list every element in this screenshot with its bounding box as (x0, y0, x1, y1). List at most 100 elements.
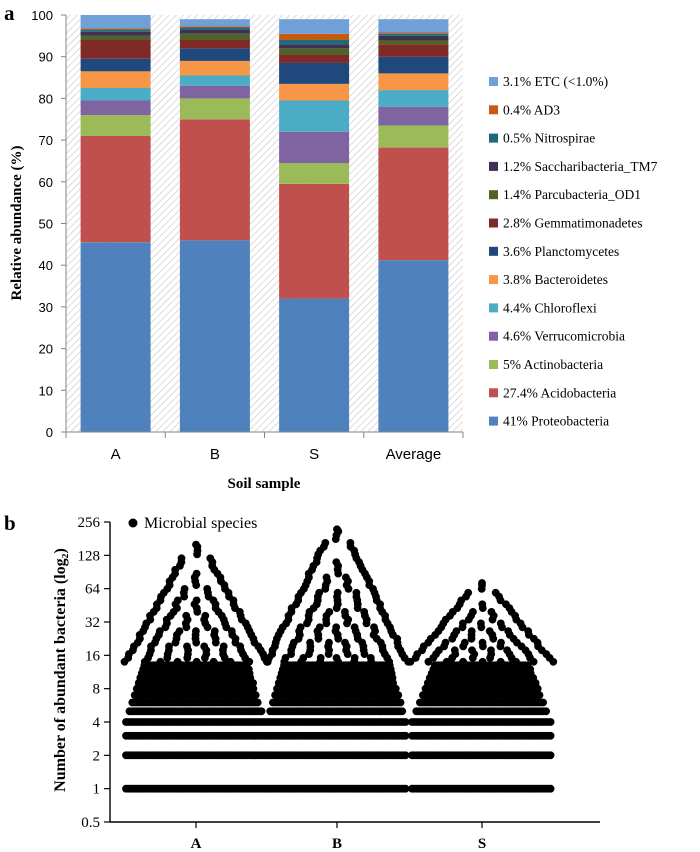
x-tick-label: A (111, 446, 121, 463)
y-tick-label: 40 (39, 258, 53, 273)
legend-label-8: 4.4% Chloroflexi (503, 300, 597, 315)
y-tick-label: 30 (39, 300, 53, 315)
data-point (165, 642, 173, 651)
data-point (156, 657, 165, 666)
bar-segment-5-1 (179, 60, 250, 76)
panel-b-legend: Microbial species (128, 515, 257, 532)
data-point (491, 588, 500, 597)
bar-segment-0-3 (378, 260, 449, 432)
data-point (478, 657, 487, 666)
data-point (253, 698, 262, 707)
bar-segment-11-1 (179, 26, 250, 28)
data-point (192, 627, 200, 635)
legend-swatch-11 (489, 388, 498, 398)
legend-label-1: 0.4% AD3 (503, 102, 560, 117)
data-point (542, 707, 550, 716)
data-point (155, 627, 164, 635)
data-point-max (478, 579, 486, 587)
data-point (206, 554, 215, 563)
data-point (341, 638, 349, 647)
bar-segment-11-3 (378, 32, 449, 34)
y-tick-label: 2 (93, 748, 101, 764)
data-point (497, 638, 505, 647)
y-tick-label: 70 (39, 133, 53, 148)
bar-segment-2-0 (80, 115, 151, 136)
panel-a-ylabel: Relative abundance (%) (9, 146, 25, 301)
legend-swatch-12 (489, 416, 498, 426)
bar-segment-4-0 (80, 88, 151, 101)
data-point (487, 608, 496, 616)
panel-a-legend: 3.1% ETC (<1.0%) 0.4% AD3 0.5% Nitrospirae… (489, 74, 658, 429)
data-point (203, 585, 212, 593)
bar-segment-0-2 (279, 298, 350, 433)
data-point (401, 784, 410, 793)
legend-label-12: 41% Proteobacteria (503, 414, 609, 429)
data-point (325, 638, 333, 647)
bar-segment-2-3 (378, 125, 449, 148)
y-tick-label: 128 (78, 548, 101, 564)
bar-segment-10-1 (179, 27, 250, 30)
bar-segment-8-2 (279, 48, 350, 55)
legend-label-7: 3.8% Bacteroidetes (503, 272, 608, 287)
data-point (370, 623, 378, 632)
data-point (281, 654, 290, 662)
data-point (478, 638, 487, 647)
legend-swatch-6 (489, 246, 498, 256)
bar-segment-4-3 (378, 90, 449, 107)
bar-segment-6-3 (378, 56, 449, 74)
legend-swatch-1 (489, 105, 498, 115)
bar-segment-7-2 (279, 54, 350, 63)
data-point (332, 558, 341, 566)
legend-label-5: 2.8% Gemmatimonadetes (503, 216, 642, 231)
bar-segment-7-0 (80, 40, 151, 59)
panel-a-letter: a (4, 1, 15, 25)
bar-segment-11-2 (279, 33, 350, 41)
bar-segment-1-3 (378, 147, 449, 261)
data-point (180, 585, 189, 593)
legend-label-6: 3.6% Planctomycetes (503, 244, 619, 259)
legend-label-3: 1.2% Saccharibacteria_TM7 (503, 159, 658, 174)
y-tick-label: 20 (39, 342, 53, 357)
bar-segment-9-3 (378, 35, 449, 41)
bar-segment-5-2 (279, 83, 350, 101)
legend-marker (128, 518, 138, 528)
panel-a-xlabel: Soil sample (228, 476, 301, 492)
data-point (257, 707, 266, 716)
data-point (316, 654, 325, 662)
data-point (333, 588, 342, 597)
y-tick-label: 0 (46, 425, 53, 440)
bar-segment-3-1 (179, 85, 250, 99)
y-tick-label: 32 (85, 615, 100, 631)
data-point (299, 654, 308, 662)
bar-segment-8-3 (378, 40, 449, 45)
data-point (401, 718, 410, 726)
y-tick-label: 80 (39, 91, 53, 106)
y-tick-label: 1 (93, 782, 101, 798)
data-point (452, 627, 461, 635)
legend-swatch-0 (489, 77, 498, 86)
data-point (342, 573, 350, 582)
y-tick-label: 60 (39, 175, 53, 190)
panel-b: b Number of abundant bacteria (log₂) 256… (4, 511, 600, 852)
data-point (469, 608, 477, 616)
data-point (450, 646, 459, 655)
legend-label-9: 4.6% Verrucomicrobia (503, 329, 625, 344)
bar-segment-5-0 (80, 71, 151, 88)
data-point (201, 611, 210, 620)
panel-b-letter: b (4, 511, 16, 535)
data-point (219, 642, 228, 651)
bar-segment-9-1 (179, 29, 250, 34)
data-point (460, 638, 469, 647)
data-point (192, 569, 201, 578)
data-point (396, 698, 405, 707)
legend-swatch-7 (489, 275, 498, 285)
y-tick-label: 8 (93, 682, 101, 698)
legend-swatch-2 (489, 133, 498, 143)
data-point (459, 657, 467, 666)
data-point (177, 554, 186, 563)
legend-swatch-4 (489, 190, 498, 200)
data-point (332, 623, 341, 632)
data-point (502, 600, 510, 609)
data-point (523, 661, 532, 670)
legend-label-11: 27.4% Acidobacteria (503, 385, 616, 400)
